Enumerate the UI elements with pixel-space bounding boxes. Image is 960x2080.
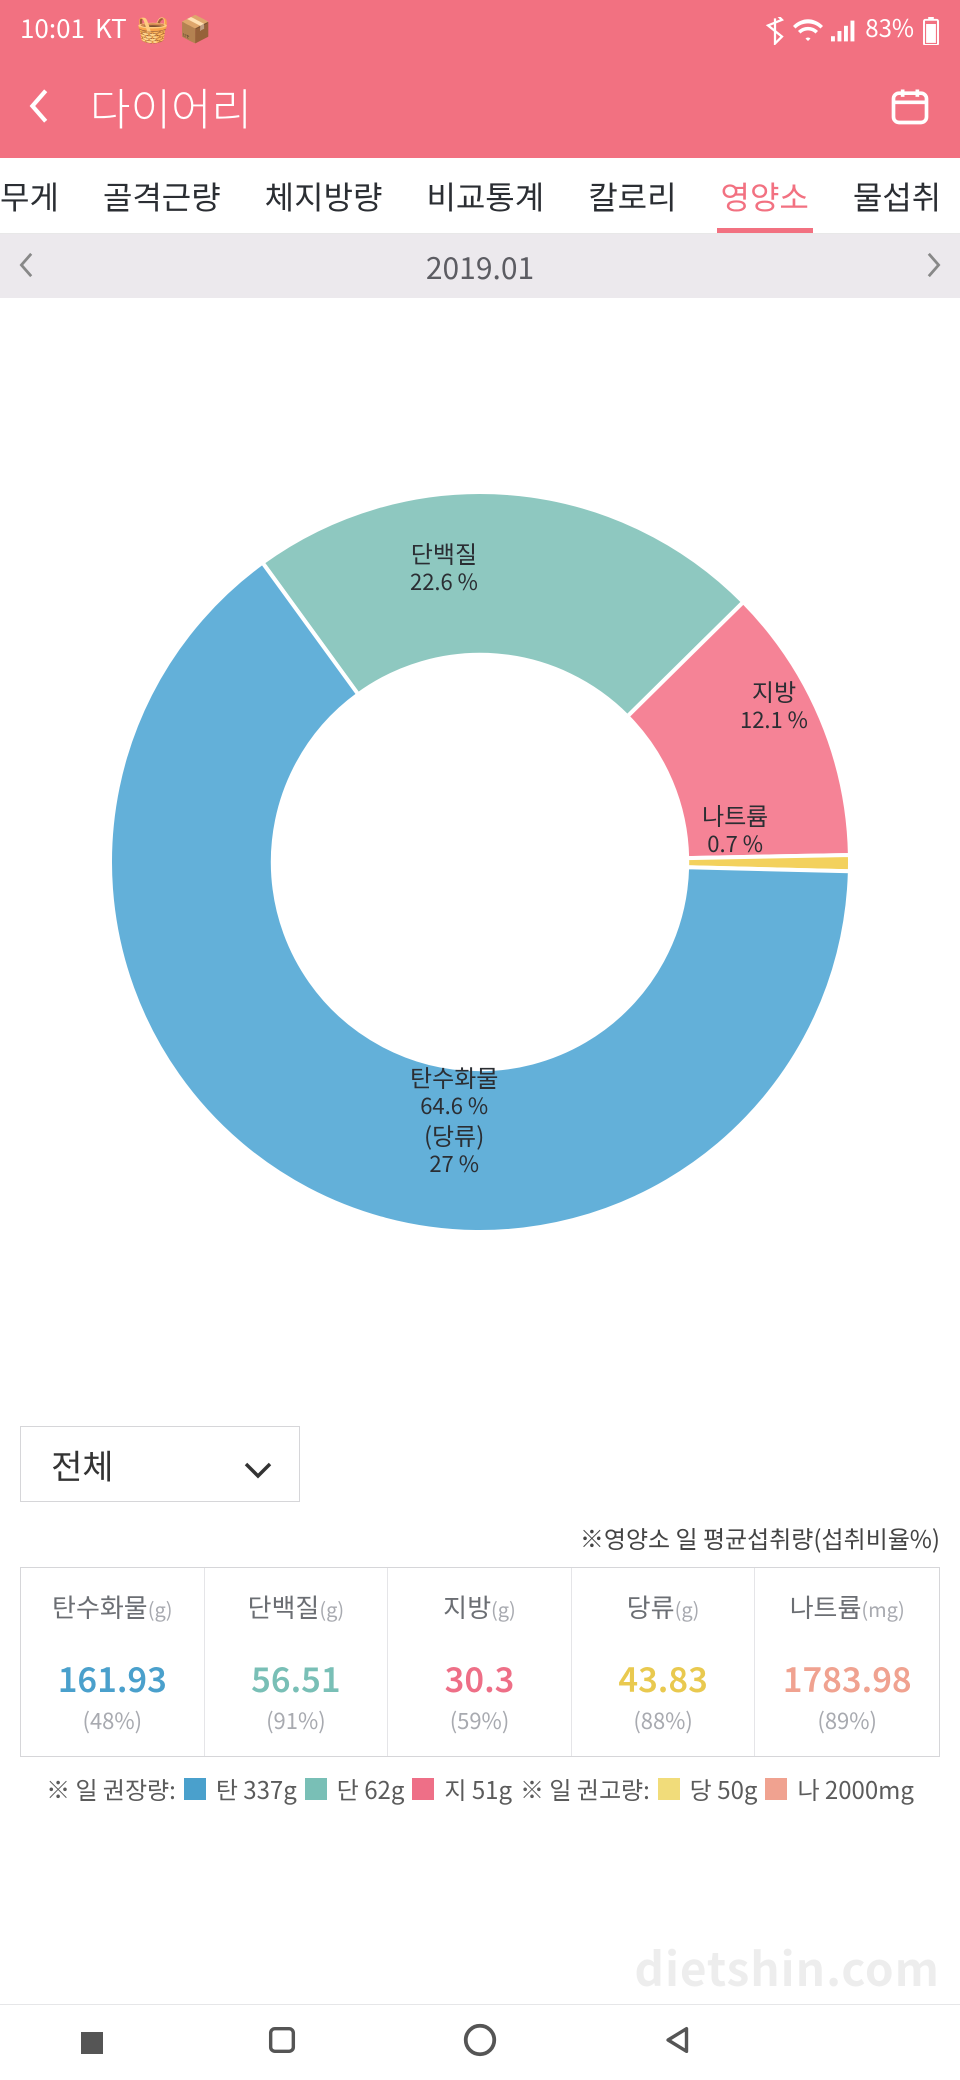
nav-back-button[interactable]: [661, 2023, 695, 2062]
chevron-down-icon: [243, 1440, 273, 1489]
status-left: 10:01 KT 🧺 📦: [20, 9, 212, 46]
filter-dropdown-label: 전체: [51, 1440, 114, 1489]
nav-recent-button-2[interactable]: [265, 2023, 299, 2062]
android-nav-bar: [0, 2004, 960, 2080]
legend-label: 단 62g: [337, 1771, 405, 1806]
stats-cell-지방: 지방(g) 30.3(59%): [388, 1568, 572, 1756]
stats-cell-당류: 당류(g) 43.83(88%): [572, 1568, 756, 1756]
calendar-button[interactable]: [888, 84, 932, 128]
legend-swatch: [184, 1778, 206, 1800]
legend-swatch: [765, 1778, 787, 1800]
tab-영양소[interactable]: 영양소: [699, 158, 831, 233]
stats-value: 43.83: [576, 1653, 751, 1702]
legend-label: 나 2000mg: [797, 1771, 914, 1806]
tab-물섭취[interactable]: 물섭취: [831, 158, 960, 233]
basket-icon: 🧺: [137, 9, 169, 46]
tab-골격근량[interactable]: 골격근량: [81, 158, 243, 233]
battery-icon: [922, 9, 940, 44]
nutrition-stats-table: 탄수화물(g) 161.93(48%) 단백질(g) 56.51(91%) 지방(g) 3…: [20, 1567, 940, 1757]
slice-label-지방: 지방12.1 %: [740, 676, 808, 734]
status-time: 10:01: [20, 9, 85, 46]
legend-swatch: [658, 1778, 680, 1800]
stats-pct: (59%): [392, 1704, 567, 1736]
app-bar: 다이어리: [0, 54, 960, 158]
stats-header: 나트륨(mg): [759, 1588, 935, 1625]
wifi-icon: [793, 9, 823, 44]
bluetooth-icon: [765, 9, 785, 44]
stats-pct: (89%): [759, 1704, 935, 1736]
page-title: 다이어리: [90, 74, 850, 138]
stats-value: 1783.98: [759, 1653, 935, 1702]
signal-icon: [831, 9, 857, 44]
box-icon: 📦: [179, 9, 211, 46]
tab-bar: 무게골격근량체지방량비교통계칼로리영양소물섭취: [0, 158, 960, 234]
stats-value: 56.51: [209, 1653, 384, 1702]
stats-cell-탄수화물: 탄수화물(g) 161.93(48%): [21, 1568, 205, 1756]
stats-note: ※영양소 일 평균섭취량(섭취비율%): [20, 1520, 940, 1555]
legend: ※ 일 권장량:탄 337g단 62g지 51g※ 일 권고량:당 50g나 2…: [20, 1771, 940, 1806]
stats-pct: (88%): [576, 1704, 751, 1736]
legend-swatch: [305, 1778, 327, 1800]
tab-비교통계[interactable]: 비교통계: [404, 158, 566, 233]
legend-swatch: [412, 1778, 434, 1800]
stats-header: 단백질(g): [209, 1588, 384, 1625]
status-carrier: KT: [95, 9, 127, 46]
date-prev-button[interactable]: [18, 244, 36, 288]
battery-text: 83%: [865, 9, 914, 44]
stats-cell-나트륨: 나트륨(mg) 1783.98(89%): [755, 1568, 939, 1756]
slice-label-단백질: 단백질22.6 %: [410, 538, 478, 596]
legend-label: 탄 337g: [216, 1771, 297, 1806]
slice-label-나트륨: 나트륨0.7 %: [702, 800, 768, 858]
status-bar: 10:01 KT 🧺 📦 83%: [0, 0, 960, 54]
legend-label: 지 51g: [444, 1771, 512, 1806]
slice-label-탄수화물: 탄수화물64.6 %(당류)27 %: [410, 1062, 498, 1177]
nutrition-donut-chart: 탄수화물64.6 %(당류)27 % 단백질22.6 % 지방12.1 % 나트륨0.…: [0, 298, 960, 1426]
legend-label: 당 50g: [690, 1771, 758, 1806]
date-navigator: 2019.01: [0, 234, 960, 298]
stats-cell-단백질: 단백질(g) 56.51(91%): [205, 1568, 389, 1756]
tab-무게[interactable]: 무게: [0, 158, 81, 233]
tab-칼로리[interactable]: 칼로리: [566, 158, 698, 233]
stats-pct: (91%): [209, 1704, 384, 1736]
stats-header: 지방(g): [392, 1588, 567, 1625]
watermark: dietshin.com: [634, 1934, 940, 2000]
back-button[interactable]: [28, 87, 52, 125]
nav-recent-button[interactable]: [81, 2032, 103, 2054]
date-label: 2019.01: [426, 244, 534, 288]
date-next-button[interactable]: [924, 244, 942, 288]
status-right: 83%: [765, 9, 940, 44]
stats-header: 탄수화물(g): [25, 1588, 200, 1625]
stats-pct: (48%): [25, 1704, 200, 1736]
stats-value: 30.3: [392, 1653, 567, 1702]
tab-체지방량[interactable]: 체지방량: [243, 158, 405, 233]
stats-value: 161.93: [25, 1653, 200, 1702]
filter-dropdown[interactable]: 전체: [20, 1426, 300, 1502]
nav-home-button[interactable]: [461, 2021, 499, 2064]
stats-header: 당류(g): [576, 1588, 751, 1625]
